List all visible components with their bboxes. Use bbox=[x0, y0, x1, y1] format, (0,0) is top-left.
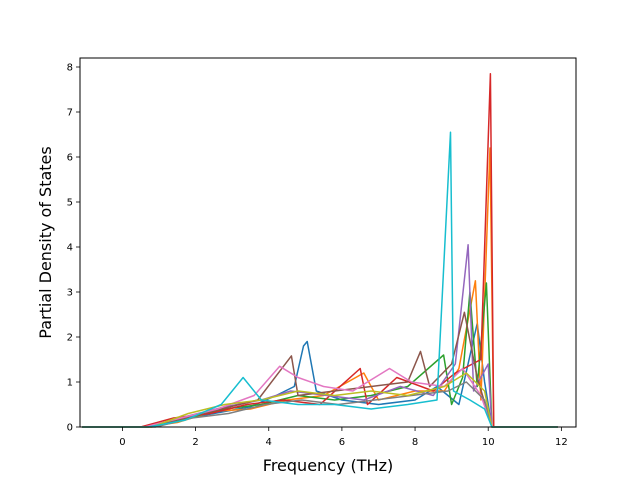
series-line-9 bbox=[82, 372, 558, 428]
series-line-6 bbox=[82, 311, 558, 428]
y-tick-label: 2 bbox=[67, 333, 73, 344]
y-tick-label: 3 bbox=[67, 288, 73, 299]
y-tick-label: 1 bbox=[67, 378, 73, 389]
x-tick-label: 12 bbox=[555, 437, 568, 448]
x-tick-label: 2 bbox=[192, 437, 198, 448]
y-axis-ticks: 0 1 2 3 4 5 6 7 8 bbox=[67, 63, 80, 434]
series-line-8 bbox=[82, 381, 558, 428]
y-tick-label: 8 bbox=[67, 63, 73, 74]
plot-frame bbox=[79, 57, 577, 428]
y-tick-label: 6 bbox=[67, 153, 73, 164]
x-tick-label: 6 bbox=[339, 437, 345, 448]
series-layer bbox=[82, 73, 558, 428]
y-tick-label: 0 bbox=[67, 423, 73, 434]
x-tick-label: 0 bbox=[119, 437, 125, 448]
y-tick-label: 4 bbox=[67, 243, 73, 254]
x-tick-label: 8 bbox=[412, 437, 418, 448]
y-tick-label: 5 bbox=[67, 198, 73, 209]
y-axis-label: Partial Density of States bbox=[36, 146, 55, 338]
x-axis-label: Frequency (THz) bbox=[263, 456, 393, 475]
y-tick-label: 7 bbox=[67, 108, 73, 119]
series-line-3 bbox=[82, 282, 558, 428]
x-tick-label: 10 bbox=[482, 437, 495, 448]
x-tick-label: 4 bbox=[266, 437, 272, 448]
series-line-10 bbox=[82, 131, 558, 428]
x-axis-ticks: 0 2 4 6 8 10 12 bbox=[119, 427, 568, 448]
